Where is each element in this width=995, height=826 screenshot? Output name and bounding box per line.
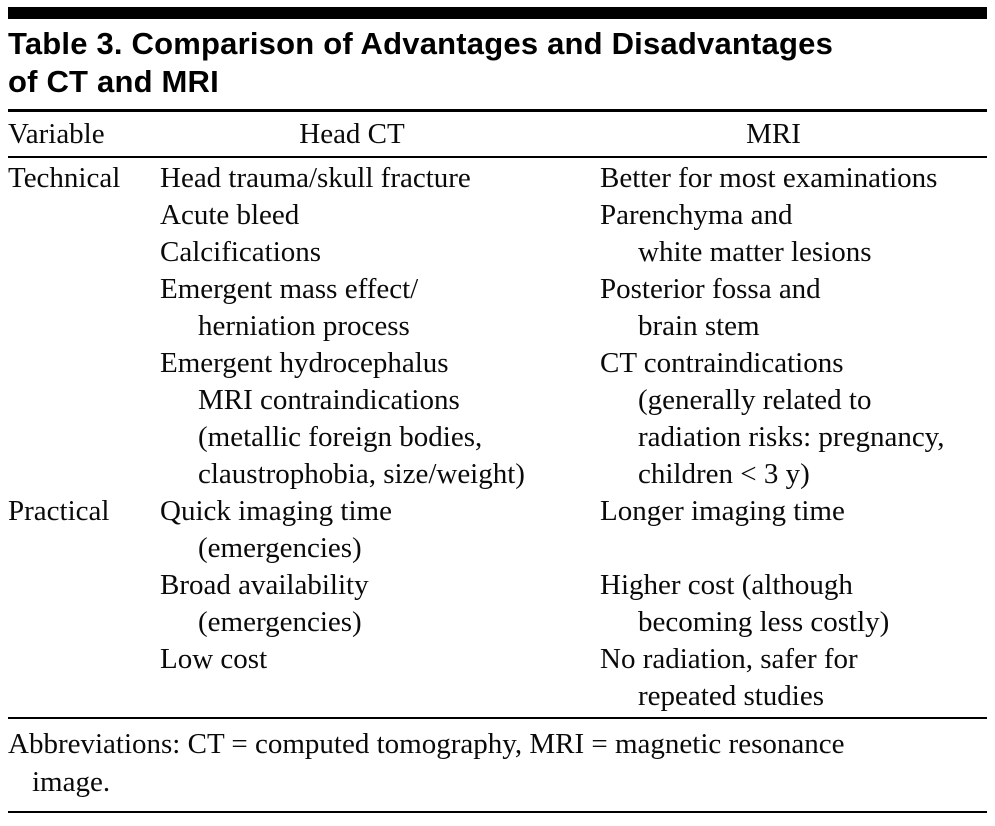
rule-above-footnote bbox=[8, 717, 987, 719]
section-label-practical: Practical bbox=[8, 495, 110, 527]
section-label-technical: Technical bbox=[8, 162, 121, 194]
table-title-line2: of CT and MRI bbox=[8, 64, 219, 99]
mri-line: white matter lesions bbox=[638, 236, 872, 268]
mri-line: No radiation, safer for bbox=[600, 643, 858, 675]
ct-line: herniation process bbox=[198, 310, 410, 342]
ct-line: MRI contraindications bbox=[198, 384, 460, 416]
abbreviations-line2: image. bbox=[32, 766, 111, 798]
ct-line: claustrophobia, size/weight) bbox=[198, 458, 525, 490]
bottom-rule bbox=[8, 811, 987, 813]
ct-line: Quick imaging time bbox=[160, 495, 392, 527]
ct-line: Emergent hydrocephalus bbox=[160, 347, 449, 379]
ct-line: Emergent mass effect/ bbox=[160, 273, 419, 305]
mri-line: CT contraindications bbox=[600, 347, 844, 379]
table-title: Table 3. Comparison of Advantages and Di… bbox=[8, 19, 987, 109]
technical-mri-cell: Better for most examinations Parenchyma … bbox=[600, 160, 987, 493]
mri-line: children < 3 y) bbox=[638, 458, 810, 490]
ct-line: (emergencies) bbox=[198, 532, 362, 564]
table-body: Technical Head trauma/skull fracture Acu… bbox=[8, 158, 987, 717]
mri-line: repeated studies bbox=[638, 680, 825, 712]
mri-line bbox=[600, 530, 987, 567]
section-technical: Technical Head trauma/skull fracture Acu… bbox=[8, 160, 987, 493]
ct-line: (emergencies) bbox=[198, 606, 362, 638]
practical-mri-cell: Longer imaging time Higher cost (althoug… bbox=[600, 493, 987, 715]
rule-below-title bbox=[8, 109, 987, 112]
mri-line: (generally related to bbox=[638, 384, 872, 416]
section-practical: Practical Quick imaging time (emergencie… bbox=[8, 493, 987, 715]
mri-line: Parenchyma and bbox=[600, 199, 793, 231]
column-header-row: Variable Head CT MRI bbox=[8, 112, 987, 156]
mri-line: Posterior fossa and bbox=[600, 273, 821, 305]
ct-line: Broad availability bbox=[160, 569, 369, 601]
abbreviations-note: Abbreviations: CT = computed tomography,… bbox=[8, 719, 987, 811]
ct-line bbox=[160, 678, 600, 715]
abbreviations-line1: Abbreviations: CT = computed tomography,… bbox=[8, 728, 845, 760]
mri-line: Higher cost (although bbox=[600, 569, 853, 601]
top-rule-thick bbox=[8, 7, 987, 19]
mri-line: Longer imaging time bbox=[600, 495, 845, 527]
ct-line: Head trauma/skull fracture bbox=[160, 162, 471, 194]
rule-below-header bbox=[8, 156, 987, 158]
ct-line: Calcifications bbox=[160, 236, 322, 268]
ct-line: Low cost bbox=[160, 643, 268, 675]
mri-line: radiation risks: pregnancy, bbox=[638, 421, 945, 453]
column-header-mri: MRI bbox=[746, 118, 801, 150]
mri-line: brain stem bbox=[638, 310, 760, 342]
mri-line: Better for most examinations bbox=[600, 162, 938, 194]
mri-line: becoming less costly) bbox=[638, 606, 890, 638]
column-header-variable: Variable bbox=[8, 118, 105, 150]
table-figure: Table 3. Comparison of Advantages and Di… bbox=[0, 7, 995, 826]
practical-head-ct-cell: Quick imaging time (emergencies) Broad a… bbox=[160, 493, 600, 715]
ct-line: (metallic foreign bodies, bbox=[198, 421, 483, 453]
ct-line: Acute bleed bbox=[160, 199, 300, 231]
technical-head-ct-cell: Head trauma/skull fracture Acute bleed C… bbox=[160, 160, 600, 493]
table-title-line1: Table 3. Comparison of Advantages and Di… bbox=[8, 26, 834, 61]
column-header-head-ct: Head CT bbox=[299, 118, 405, 150]
